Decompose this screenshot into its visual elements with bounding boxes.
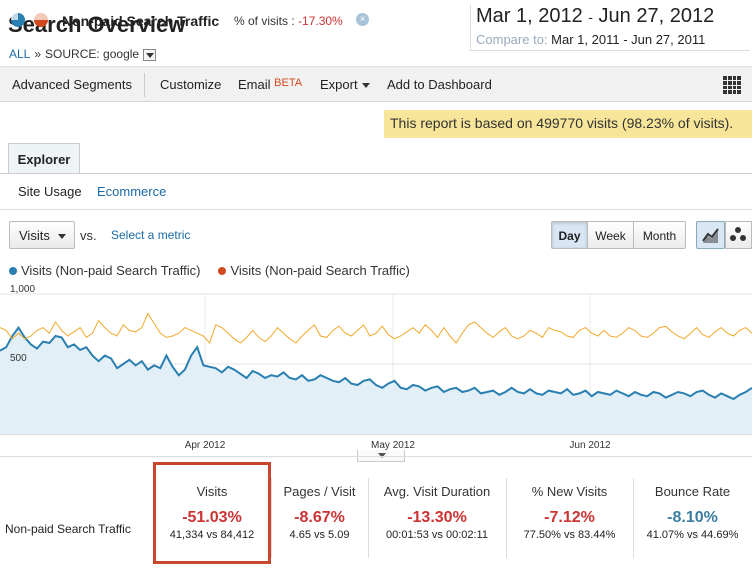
advanced-segments-button[interactable]: Advanced Segments: [12, 77, 132, 92]
legend-dot: [9, 266, 17, 275]
date-end: Jun 27, 2012: [598, 5, 715, 27]
legend-dot: [218, 266, 227, 275]
tab-divider: [0, 173, 752, 174]
metric-card[interactable]: Avg. Visit Duration -13.30% 00:01:53 vs 00…: [368, 468, 506, 541]
metric-name: Pages / Visit: [283, 484, 356, 499]
segment-name: Non-paid Search Traffic: [62, 13, 220, 29]
metric-change: -8.67%: [294, 509, 345, 526]
toolbar-divider: [144, 73, 145, 97]
segment-percent-value: -17.30%: [298, 14, 343, 28]
segment-percent: % of visits : -17.30%: [234, 14, 343, 28]
x-tick-label: Apr 2012: [185, 440, 226, 450]
toolbar: Advanced Segments Customize Email BETA E…: [0, 66, 752, 102]
segment-pie-icon: [11, 13, 48, 27]
metric-select-label: Visits: [19, 228, 50, 243]
x-tick-label: Jun 2012: [569, 440, 611, 450]
vs-label: vs.: [80, 228, 97, 243]
period-day-button[interactable]: Day: [552, 222, 588, 248]
legend-item: Visits (Non-paid Search Traffic): [218, 263, 410, 278]
segment-percent-label: % of visits :: [234, 14, 295, 28]
metric-card[interactable]: % New Visits -7.12% 77.50% vs 83.44%: [506, 468, 633, 541]
divider: [0, 209, 752, 210]
metric-divider: [633, 478, 634, 558]
chart-legend: Visits (Non-paid Search Traffic) Visits …: [9, 263, 410, 278]
legend-label: Visits (Non-paid Search Traffic): [21, 263, 201, 278]
metric-name: Visits: [196, 484, 228, 499]
metric-divider: [368, 478, 369, 558]
breadcrumb-separator: »: [34, 47, 42, 61]
date-range-main[interactable]: Mar 1, 2012 - Jun 27, 2012: [476, 5, 750, 28]
date-separator: -: [588, 9, 593, 25]
metric-card[interactable]: Bounce Rate -8.10% 41.07% vs 44.69%: [633, 468, 752, 541]
series-area: [0, 327, 752, 434]
select-metric-link[interactable]: Select a metric: [111, 228, 191, 242]
metric-change: -51.03%: [182, 509, 242, 526]
metric-card[interactable]: Pages / Visit -8.67% 4.65 vs 5.09: [271, 468, 368, 541]
metric-change: -7.12%: [544, 509, 595, 526]
x-tick-label: May 2012: [371, 440, 415, 450]
breadcrumb-source: SOURCE: google: [45, 47, 140, 61]
metric-detail: 77.50% vs 83.44%: [523, 529, 616, 541]
visits-highlight-box: [153, 462, 271, 564]
scorecard-row-label: Non-paid Search Traffic: [5, 522, 131, 536]
compare-range: Mar 1, 2011 - Jun 27, 2011: [551, 32, 706, 47]
chevron-down-icon: [58, 234, 66, 239]
visits-line-chart[interactable]: 1,000 500 Apr 2012 May 2012 Jun 2012: [0, 282, 752, 450]
y-tick-label: 1,000: [10, 284, 35, 295]
compare-label: Compare to:: [476, 32, 548, 47]
metric-card[interactable]: Visits -51.03% 41,334 vs 84,412: [153, 468, 271, 541]
metric-change: -13.30%: [407, 509, 467, 526]
metric-name: % New Visits: [531, 484, 608, 499]
metric-select[interactable]: Visits: [9, 221, 75, 249]
breadcrumb: ALL » SOURCE: google: [9, 47, 157, 61]
metric-detail: 00:01:53 vs 00:02:11: [386, 529, 488, 541]
metric-name: Avg. Visit Duration: [383, 484, 491, 499]
period-month-button[interactable]: Month: [634, 222, 685, 248]
motion-chart-view-button[interactable]: [725, 221, 752, 249]
grid-menu-icon[interactable]: [723, 76, 741, 94]
metric-detail: 4.65 vs 5.09: [289, 529, 350, 541]
period-week-button[interactable]: Week: [588, 222, 634, 248]
metric-detail: 41.07% vs 44.69%: [646, 529, 739, 541]
beta-badge: BETA: [274, 77, 303, 89]
motion-chart-icon: [730, 227, 746, 241]
date-start: Mar 1, 2012: [476, 5, 583, 27]
series-line-previous: [0, 312, 752, 344]
tab-explorer[interactable]: Explorer: [8, 143, 80, 173]
metric-divider: [271, 478, 272, 558]
subtab-site-usage[interactable]: Site Usage: [18, 184, 82, 199]
period-toggle: Day Week Month: [551, 221, 686, 249]
export-button[interactable]: Export: [320, 77, 370, 92]
email-button[interactable]: Email BETA: [238, 77, 302, 92]
divider: [0, 456, 752, 457]
subtab-ecommerce[interactable]: Ecommerce: [97, 184, 167, 199]
email-label: Email: [238, 77, 271, 92]
date-range-picker[interactable]: Mar 1, 2012 - Jun 27, 2012 Compare to: M…: [470, 5, 750, 51]
metric-detail: 41,334 vs 84,412: [169, 529, 255, 541]
line-chart-icon: [702, 228, 719, 243]
metric-change: -8.10%: [667, 509, 718, 526]
legend-item: Visits (Non-paid Search Traffic): [9, 263, 200, 278]
y-tick-label: 500: [10, 353, 27, 364]
add-to-dashboard-button[interactable]: Add to Dashboard: [387, 77, 492, 92]
breadcrumb-all[interactable]: ALL: [9, 47, 31, 61]
chevron-down-icon: [361, 83, 370, 89]
date-range-compare: Compare to: Mar 1, 2011 - Jun 27, 2011: [476, 32, 750, 47]
source-dropdown-icon[interactable]: [143, 49, 157, 61]
series-line-current: [0, 325, 752, 401]
close-icon[interactable]: ×: [356, 13, 369, 26]
sampling-notice: This report is based on 499770 visits (9…: [384, 110, 752, 138]
export-label: Export: [320, 77, 358, 92]
metric-divider: [506, 478, 507, 558]
metric-name: Bounce Rate: [654, 484, 731, 499]
line-chart-view-button[interactable]: [696, 221, 725, 249]
legend-label: Visits (Non-paid Search Traffic): [230, 263, 410, 278]
customize-button[interactable]: Customize: [160, 77, 222, 92]
